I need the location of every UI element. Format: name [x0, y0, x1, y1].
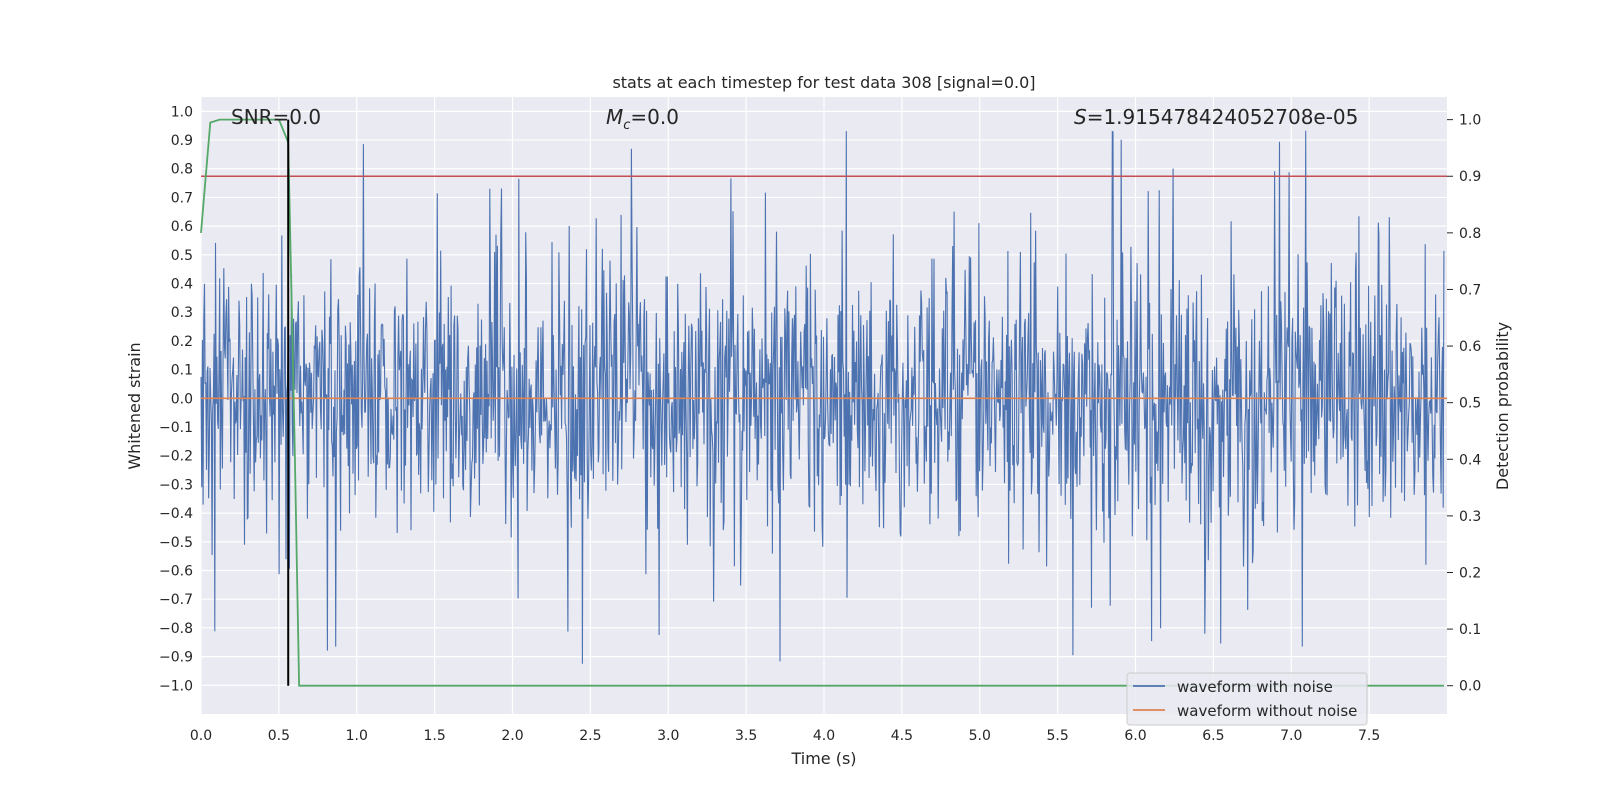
y-axis-ticks: 1.0 0.9 0.8 0.7 0.6 0.5 0.4 0.3 0.2 0.1 0.0 −0.1 −0.… [159, 104, 193, 694]
x-tick-label: 3.5 [735, 728, 757, 744]
chart-title: stats at each timestep for test data 308… [612, 73, 1035, 92]
y2-tick-label: 0.1 [1459, 622, 1481, 638]
y2-tick-label: 0.2 [1459, 565, 1481, 581]
y-tick-label: −0.4 [159, 506, 193, 522]
y-tick-label: 0.2 [171, 334, 193, 350]
detection-probability-line [200, 118, 1444, 687]
chirp-mass-annotation: Mc=0.0 [606, 105, 679, 133]
y-tick-label: 1.0 [171, 104, 193, 120]
x-tick-label: 5.0 [969, 728, 991, 744]
x-tick-label: 1.0 [346, 728, 368, 744]
x-tick-label: 3.0 [657, 728, 679, 744]
s-annotation: S=1.915478424052708e-05 [1074, 105, 1358, 129]
y-tick-label: 0.7 [171, 190, 193, 206]
legend: waveform with noise waveform without noi… [1126, 672, 1368, 726]
y-tick-label: −0.2 [159, 449, 193, 465]
x-tick-label: 2.5 [579, 728, 601, 744]
y-axis-label: Whitened strain [125, 342, 144, 469]
x-axis-ticks: 0.0 0.5 1.0 1.5 2.0 2.5 3.0 3.5 4.0 4.5 5.0 5.5 6.0 6… [190, 728, 1380, 744]
y2-tick-label: 0.6 [1459, 339, 1481, 355]
legend-box [1126, 672, 1368, 726]
y2-tick-label: 1.0 [1459, 113, 1481, 129]
y-tick-label: 0.4 [171, 277, 193, 293]
chirp-mass-symbol: M [606, 105, 623, 129]
x-tick-label: 0.0 [190, 728, 212, 744]
s-symbol: S [1074, 105, 1087, 129]
chirp-mass-value: =0.0 [630, 105, 679, 129]
y2-tick-label: 0.4 [1459, 452, 1481, 468]
y2-tick-label: 0.8 [1459, 226, 1481, 242]
snr-annotation: SNR=0.0 [231, 105, 321, 129]
legend-label-clean: waveform without noise [1177, 702, 1357, 720]
x-tick-label: 7.0 [1280, 728, 1302, 744]
y2-axis-label: Detection probability [1493, 322, 1512, 490]
x-axis-label: Time (s) [790, 749, 856, 768]
y-tick-label: −1.0 [159, 678, 193, 694]
y-tick-label: 0.0 [171, 391, 193, 407]
waveform-with-noise-series [200, 130, 1445, 664]
y-tick-label: 0.5 [171, 248, 193, 264]
detection-probability-series [200, 118, 1444, 687]
y-tick-label: 0.1 [171, 363, 193, 379]
y2-axis-ticks: 1.0 0.9 0.8 0.7 0.6 0.5 0.4 0.3 0.2 0.1 0.0 [1447, 113, 1481, 695]
x-tick-label: 5.5 [1046, 728, 1068, 744]
x-tick-label: 0.5 [268, 728, 290, 744]
y2-tick-label: 0.7 [1459, 282, 1481, 298]
y-tick-label: −0.6 [159, 564, 193, 580]
y2-tick-label: 0.3 [1459, 509, 1481, 525]
y-tick-label: 0.6 [171, 219, 193, 235]
y2-tick-label: 0.0 [1459, 679, 1481, 695]
x-tick-label: 4.5 [891, 728, 913, 744]
x-tick-label: 6.0 [1124, 728, 1146, 744]
y2-tick-label: 0.5 [1459, 396, 1481, 412]
y-tick-label: −0.8 [159, 621, 193, 637]
y-tick-label: −0.7 [159, 592, 193, 608]
y-tick-label: −0.5 [159, 535, 193, 551]
x-tick-label: 7.5 [1358, 728, 1380, 744]
noise-waveform-line [200, 130, 1445, 664]
y-tick-label: −0.1 [159, 420, 193, 436]
y-tick-label: 0.3 [171, 305, 193, 321]
y2-tick-label: 0.9 [1459, 169, 1481, 185]
s-value: =1.915478424052708e-05 [1087, 105, 1359, 129]
x-tick-label: 4.0 [813, 728, 835, 744]
x-tick-label: 1.5 [423, 728, 445, 744]
x-tick-label: 6.5 [1202, 728, 1224, 744]
chirp-mass-subscript: c [623, 118, 630, 133]
y-tick-label: −0.9 [159, 650, 193, 666]
y-tick-label: 0.9 [171, 133, 193, 149]
y-tick-label: −0.3 [159, 477, 193, 493]
legend-label-noise: waveform with noise [1177, 678, 1333, 696]
x-tick-label: 2.0 [501, 728, 523, 744]
y-tick-label: 0.8 [171, 162, 193, 178]
